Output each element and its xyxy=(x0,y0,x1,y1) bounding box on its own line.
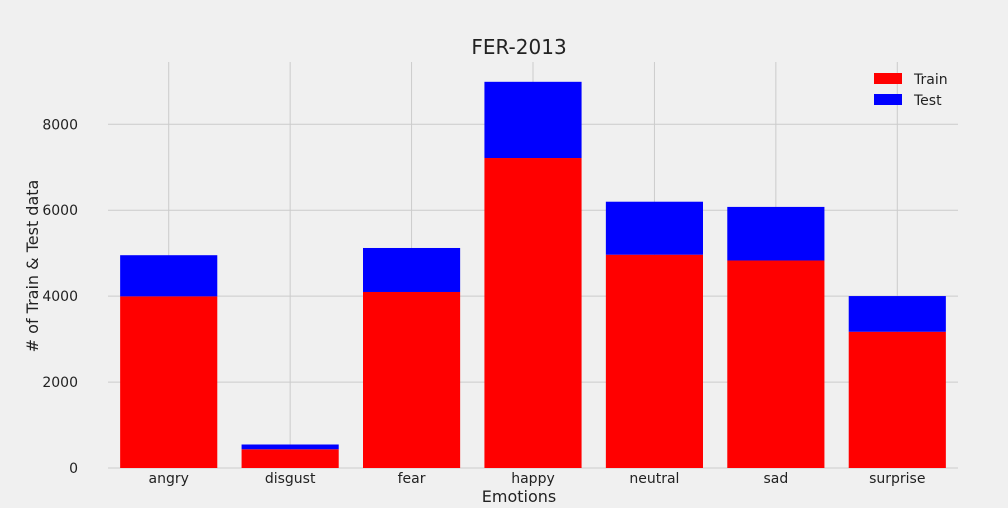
chart-title: FER-2013 xyxy=(471,35,566,59)
bars-layer xyxy=(120,81,946,468)
bar-train-fear xyxy=(363,291,461,468)
bar-test-fear xyxy=(363,247,461,292)
axes-layer: 0 2000 4000 6000 8000 angry disgust fear happy ne… xyxy=(42,117,925,487)
y-tick-label: 4000 xyxy=(42,289,78,305)
bar-train-sad xyxy=(727,260,825,468)
y-tick-label: 2000 xyxy=(42,375,78,391)
y-axis-label: # of Train & Test data xyxy=(23,180,42,353)
legend-swatch-test xyxy=(874,94,902,105)
bar-test-disgust xyxy=(241,444,339,450)
bar-train-surprise xyxy=(848,331,946,468)
x-tick-label: fear xyxy=(398,471,426,487)
y-tick-label: 8000 xyxy=(42,117,78,133)
bar-test-angry xyxy=(120,255,218,297)
legend-label-train: Train xyxy=(913,72,948,88)
x-tick-label: neutral xyxy=(629,471,679,487)
x-tick-label: sad xyxy=(763,471,788,487)
bar-train-neutral xyxy=(605,254,703,468)
bar-test-neutral xyxy=(605,201,703,255)
bar-train-happy xyxy=(484,158,582,468)
legend-swatch-train xyxy=(874,73,902,84)
x-tick-label: disgust xyxy=(265,471,316,487)
bar-train-disgust xyxy=(241,449,339,468)
x-axis-label: Emotions xyxy=(482,487,556,504)
legend: Train Test xyxy=(874,72,948,109)
bar-test-happy xyxy=(484,81,582,159)
bar-test-sad xyxy=(727,206,825,261)
legend-label-test: Test xyxy=(913,93,942,109)
x-tick-label: angry xyxy=(149,471,189,487)
x-tick-label: happy xyxy=(511,471,555,487)
y-tick-label: 6000 xyxy=(42,203,78,219)
y-tick-label: 0 xyxy=(69,461,78,477)
x-tick-label: surprise xyxy=(869,471,925,487)
bar-test-surprise xyxy=(848,296,946,332)
bar-train-angry xyxy=(120,296,218,468)
